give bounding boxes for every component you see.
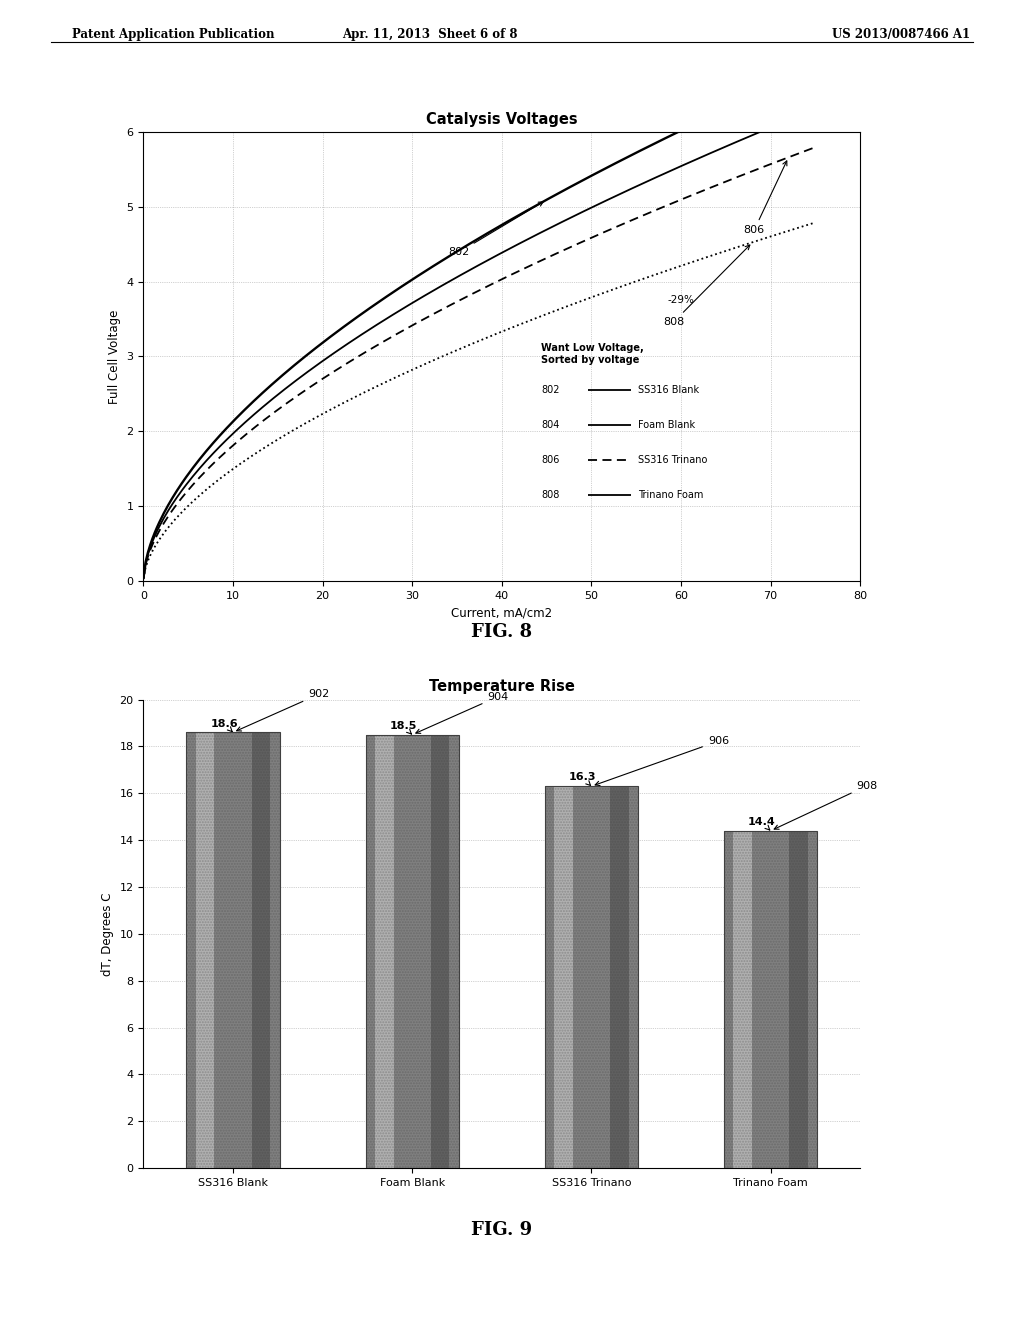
Bar [186,733,280,1168]
Text: 18.6: 18.6 [210,718,238,731]
Bar [554,787,572,1168]
Text: SS316 Trinano: SS316 Trinano [638,455,708,465]
Bar [196,733,214,1168]
Bar [733,830,752,1168]
Text: 906: 906 [595,737,729,785]
Text: 806: 806 [541,455,559,465]
Text: Foam Blank: Foam Blank [638,420,695,430]
Text: 904: 904 [416,692,509,734]
Bar [790,830,808,1168]
Text: 808: 808 [541,490,559,500]
Bar [724,830,817,1168]
Text: Apr. 11, 2013  Sheet 6 of 8: Apr. 11, 2013 Sheet 6 of 8 [342,28,518,41]
Text: 808: 808 [664,246,750,327]
Bar [545,787,638,1168]
Bar [366,735,459,1168]
Text: 18.5: 18.5 [389,721,417,734]
X-axis label: Current, mA/cm2: Current, mA/cm2 [452,606,552,619]
Title: Catalysis Voltages: Catalysis Voltages [426,112,578,127]
Text: Patent Application Publication: Patent Application Publication [72,28,274,41]
Text: US 2013/0087466 A1: US 2013/0087466 A1 [833,28,970,41]
Bar [431,735,450,1168]
Text: 806: 806 [743,161,786,235]
Bar [724,830,817,1168]
Bar [545,787,638,1168]
Text: SS316 Blank: SS316 Blank [638,385,699,395]
Bar [375,735,393,1168]
Text: 16.3: 16.3 [568,772,596,785]
Y-axis label: dT, Degrees C: dT, Degrees C [101,892,114,975]
Bar [186,733,280,1168]
Bar [252,733,270,1168]
Bar [724,830,817,1168]
Text: 908: 908 [774,780,878,829]
Text: 802: 802 [449,202,543,257]
Text: Want Low Voltage,
Sorted by voltage: Want Low Voltage, Sorted by voltage [541,343,644,364]
Bar [366,735,459,1168]
Text: Trinano Foam: Trinano Foam [638,490,703,500]
Y-axis label: Full Cell Voltage: Full Cell Voltage [108,309,121,404]
Text: -29%: -29% [668,294,694,305]
Text: FIG. 9: FIG. 9 [471,1221,532,1239]
Bar [610,787,629,1168]
Bar [186,733,280,1168]
Title: Temperature Rise: Temperature Rise [429,680,574,694]
Bar [545,787,638,1168]
Text: FIG. 8: FIG. 8 [471,623,532,642]
Text: 802: 802 [541,385,560,395]
Text: 804: 804 [541,420,559,430]
Text: 14.4: 14.4 [748,817,775,830]
Text: 902: 902 [237,689,330,731]
Bar [366,735,459,1168]
